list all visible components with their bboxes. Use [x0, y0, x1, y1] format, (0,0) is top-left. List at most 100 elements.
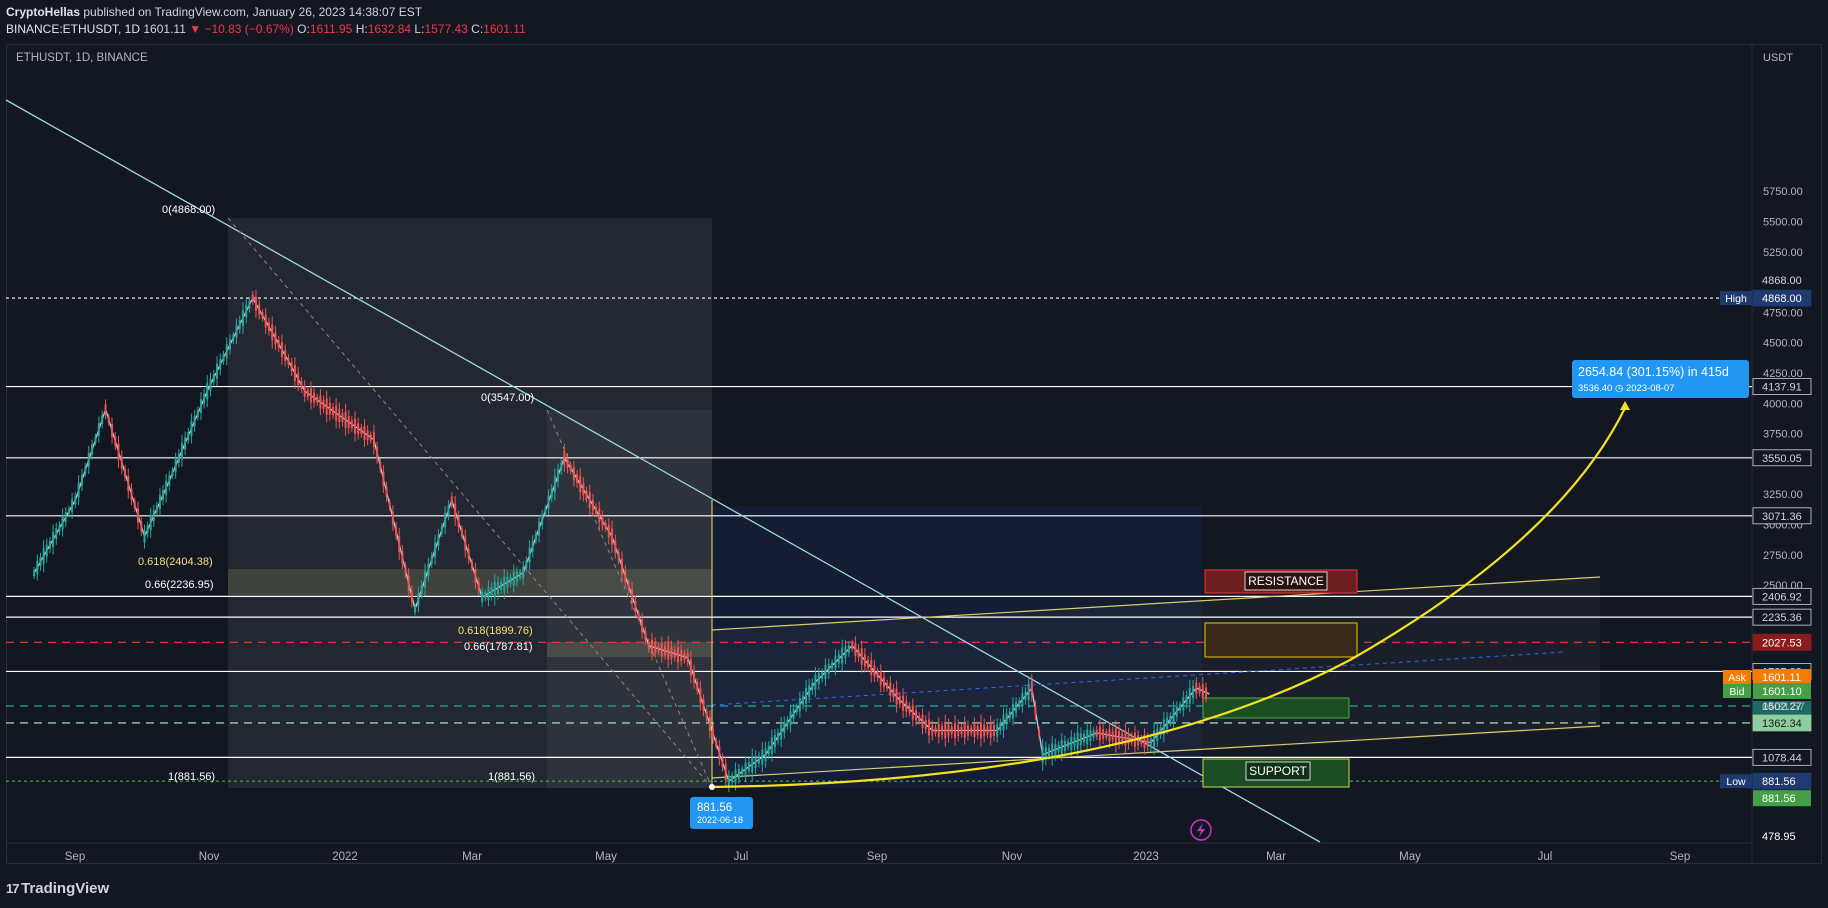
- level-side-text: High: [1725, 293, 1747, 305]
- price-axis-tags: 4868.00 High 4137.91 3550.05 3071.36 2406.92 2…: [1720, 272, 1812, 844]
- candle-body: [64, 512, 67, 523]
- candle-body: [58, 524, 61, 532]
- candle-body: [372, 432, 375, 448]
- candle-body: [1198, 686, 1201, 694]
- tradingview-logo[interactable]: 17 TradingView: [6, 880, 109, 897]
- candle-body: [773, 735, 776, 748]
- candle-body: [1057, 744, 1060, 752]
- level-tag-text: 3071.36: [1762, 511, 1802, 523]
- candle-body: [274, 332, 277, 345]
- candle-body: [579, 476, 582, 493]
- candle-body: [857, 648, 860, 658]
- candle-body: [512, 571, 515, 586]
- resistance-zone-lower[interactable]: [1204, 622, 1358, 658]
- low-value: 1577.43: [424, 22, 468, 36]
- candle-body: [1060, 740, 1063, 755]
- candle-body: [341, 413, 344, 423]
- candle-body: [598, 508, 601, 523]
- candle-body: [1114, 728, 1117, 745]
- candle-body: [595, 506, 598, 514]
- candle-body: [563, 450, 566, 465]
- candle-body: [216, 363, 219, 379]
- candle-body: [761, 749, 764, 765]
- candle-body: [889, 682, 892, 696]
- candle-body: [225, 344, 228, 359]
- candle-body: [313, 392, 316, 403]
- candle-body: [953, 722, 956, 738]
- candle-body: [33, 569, 36, 576]
- candle-body: [222, 354, 225, 362]
- candle-body: [1169, 715, 1172, 723]
- candle-body: [410, 590, 413, 602]
- x-tick-label: Sep: [1670, 851, 1690, 863]
- candle-body: [1015, 702, 1018, 713]
- candle-body: [870, 659, 873, 675]
- chart-panel[interactable]: [6, 44, 1822, 864]
- candle-body: [660, 643, 663, 657]
- candle-body: [74, 496, 77, 505]
- ask-side-label: Ask: [1728, 672, 1746, 684]
- low-green-tag-box: [1753, 790, 1811, 807]
- lightning-icon[interactable]: [1190, 819, 1212, 841]
- candle-body: [232, 334, 235, 341]
- candle-body: [557, 469, 560, 482]
- candle-body: [293, 364, 296, 381]
- y-tick-label: 5500.00: [1763, 216, 1803, 228]
- candle-body: [152, 510, 155, 522]
- downtrend-line[interactable]: [5, 99, 1321, 843]
- candle-body: [947, 724, 950, 737]
- candle-body: [757, 755, 760, 764]
- candle-body: [1079, 733, 1082, 746]
- bid-price-tag-box: [1753, 682, 1811, 699]
- projection-line1: 2654.84 (301.15%) in 415d: [1578, 365, 1729, 379]
- x-tick-label: May: [595, 851, 617, 863]
- candle-body: [77, 482, 80, 498]
- projection-curve[interactable]: [711, 407, 1626, 789]
- candle-body: [705, 711, 708, 719]
- candle-body: [657, 645, 660, 652]
- candle-body: [196, 410, 199, 418]
- candle-body: [484, 592, 487, 599]
- candle-body: [873, 665, 876, 677]
- candle-body: [309, 388, 312, 403]
- candle-body: [631, 589, 634, 604]
- author-name[interactable]: CryptoHellas: [6, 5, 81, 19]
- bid-side-box: [1723, 683, 1751, 698]
- candle-body: [515, 571, 518, 582]
- y-tick-label: 3250.00: [1763, 489, 1803, 501]
- candle-body: [610, 528, 613, 545]
- candle-body: [1098, 726, 1101, 741]
- candle-body: [460, 529, 463, 537]
- candle-body: [335, 405, 338, 421]
- candle-body: [957, 724, 960, 736]
- candle-body: [588, 492, 591, 508]
- candle-body: [209, 378, 212, 391]
- candle-body: [264, 314, 267, 328]
- channel-top[interactable]: [711, 576, 1601, 631]
- fib-label-1-a: 1(881.56): [168, 771, 215, 783]
- upper-price-tag: 4868.00: [1762, 275, 1802, 287]
- candle-body: [328, 402, 331, 415]
- support-zone-upper[interactable]: [1202, 697, 1350, 719]
- candle-body: [1179, 704, 1182, 711]
- candle-body: [500, 581, 503, 590]
- candle-body: [999, 722, 1002, 731]
- candle-body: [300, 381, 303, 390]
- resistance-label: RESISTANCE: [1248, 574, 1324, 588]
- fib-label-618-b: 0.618(1899.76): [458, 625, 533, 637]
- candle-body: [667, 643, 670, 660]
- candle-body: [976, 725, 979, 735]
- candle-body: [647, 642, 650, 650]
- candle-body: [824, 665, 827, 680]
- channel-bottom[interactable]: [711, 725, 1601, 779]
- candle-body: [319, 395, 322, 409]
- candle-body: [1021, 693, 1024, 707]
- candle-body: [325, 398, 328, 415]
- candle-body: [941, 725, 944, 735]
- candle-body: [251, 294, 254, 302]
- candle-body: [114, 436, 117, 446]
- candle-body: [45, 544, 48, 557]
- candle-body: [1027, 683, 1030, 700]
- candle-body: [928, 719, 931, 736]
